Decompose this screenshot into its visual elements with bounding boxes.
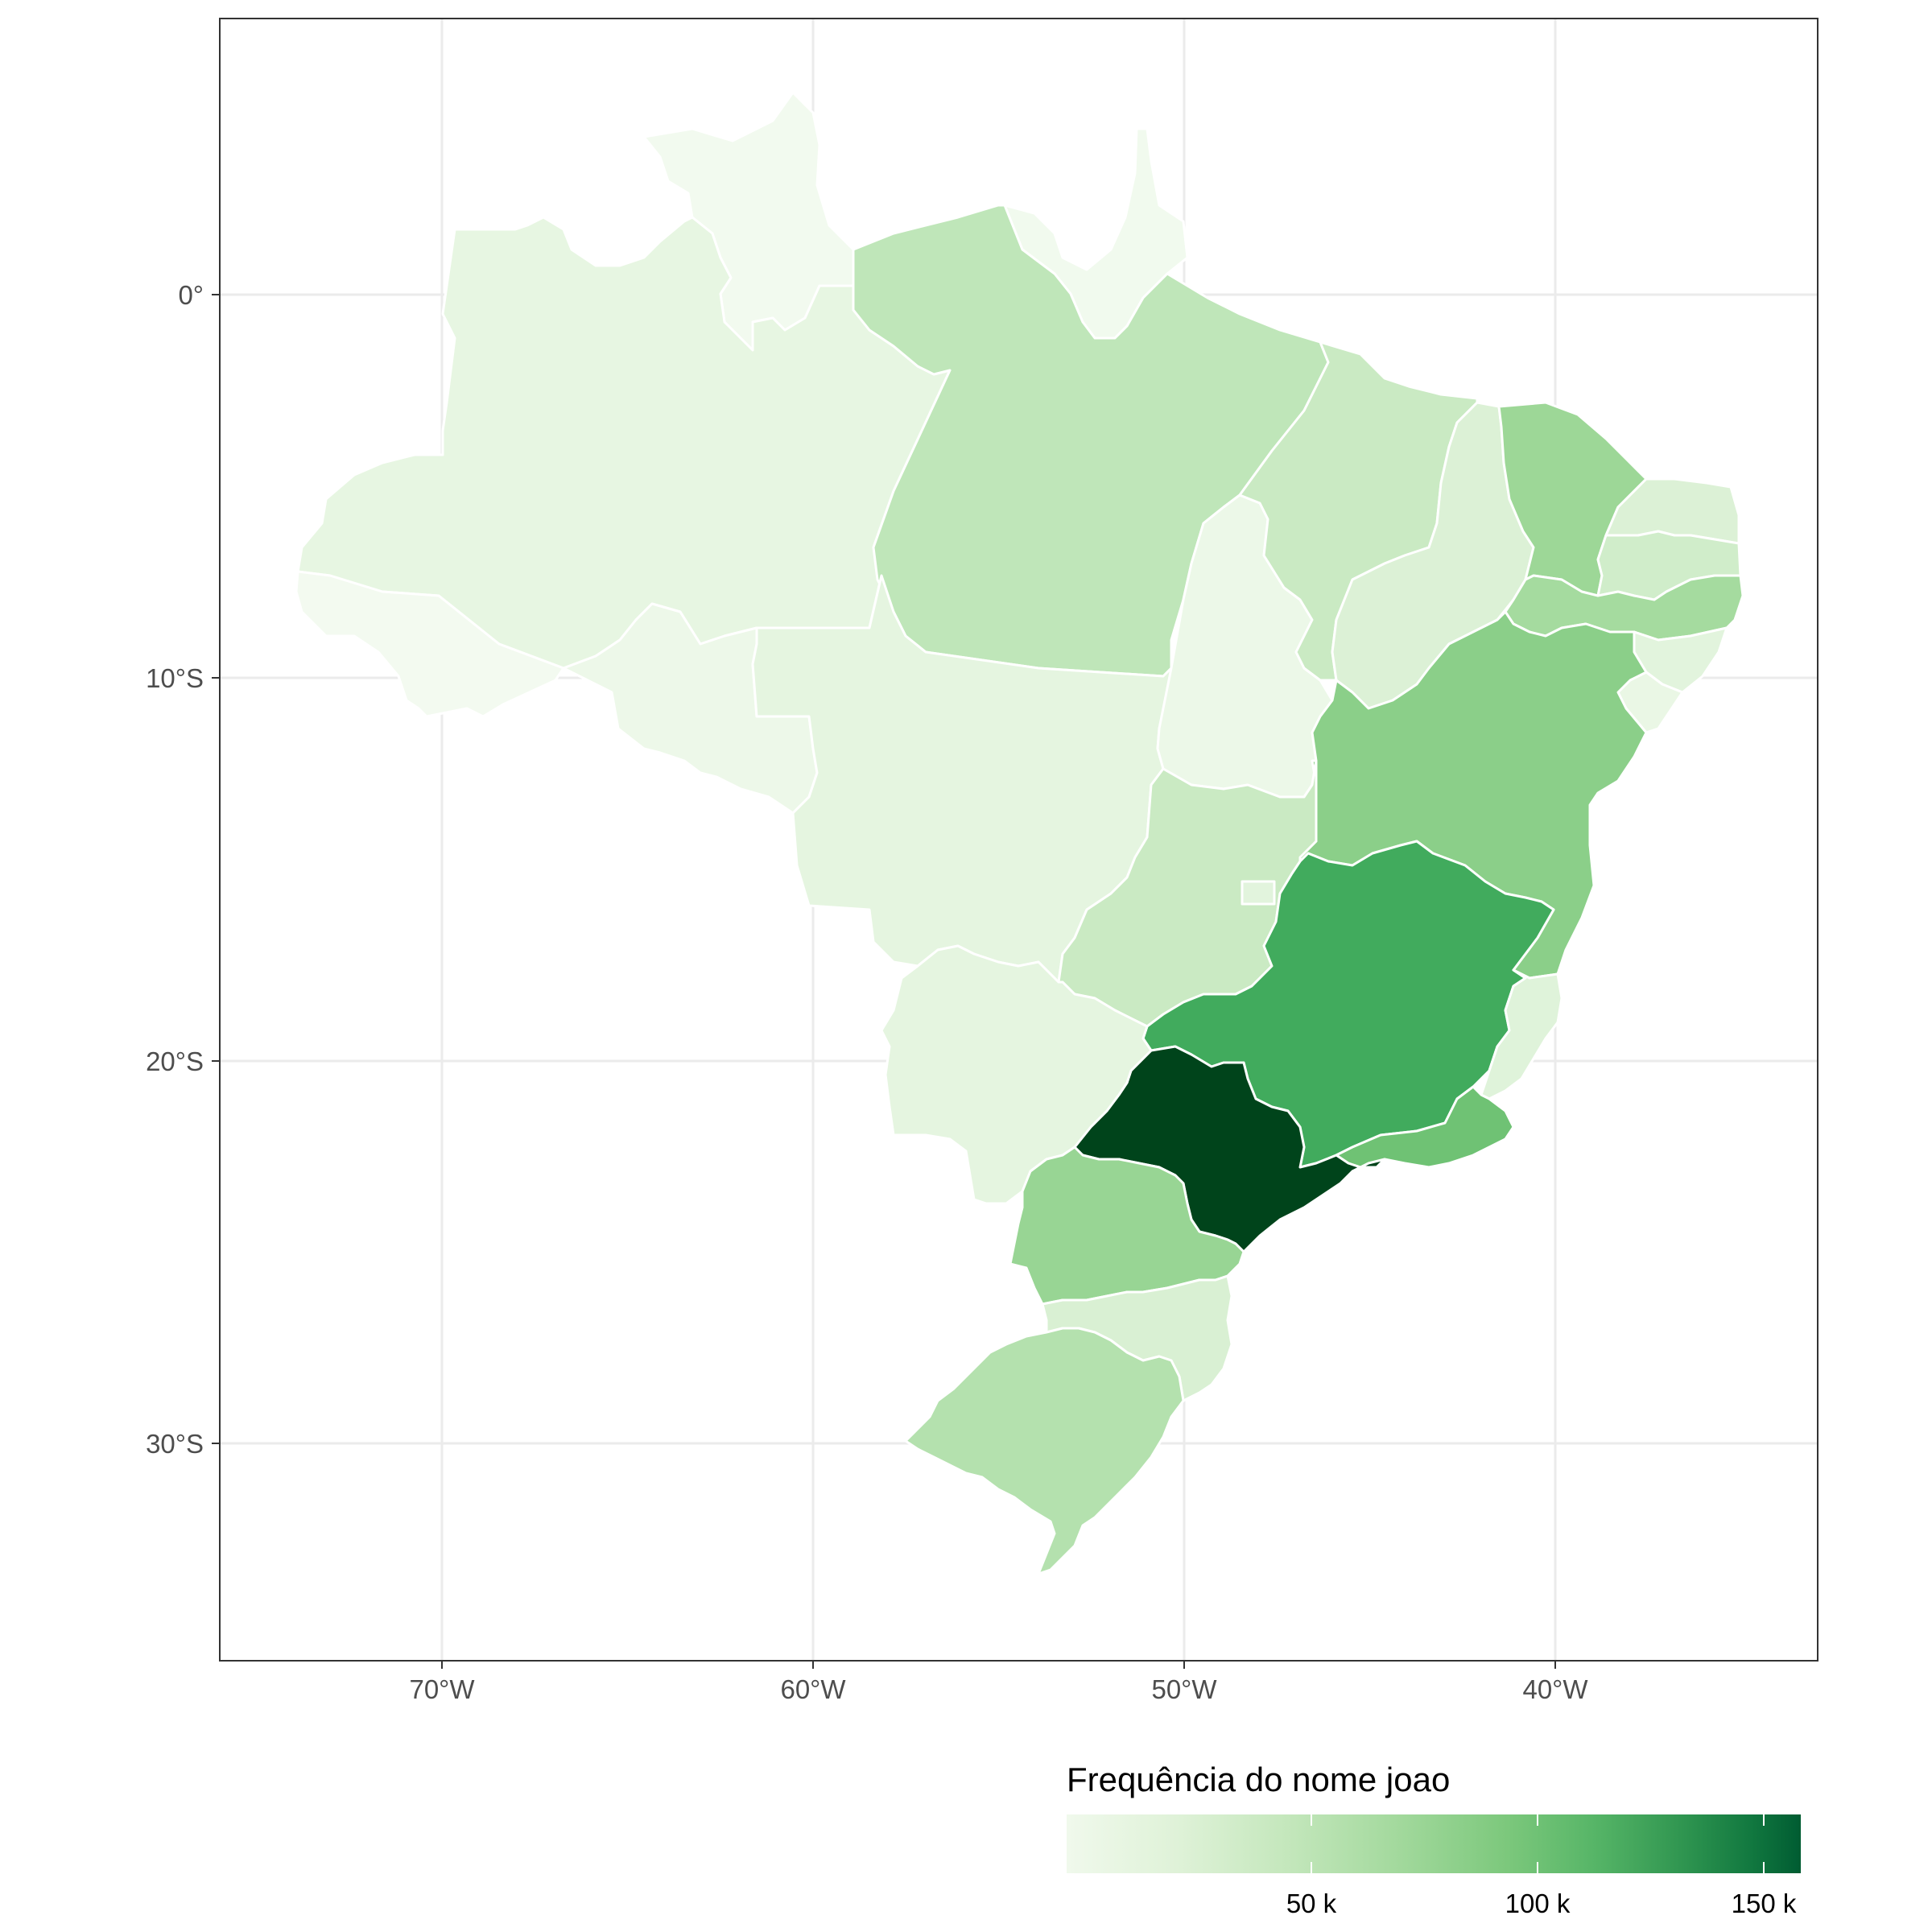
state-es <box>1480 968 1563 1100</box>
x-tick-label-60w: 60°W <box>780 1674 846 1704</box>
y-tick-label-0: 0° <box>178 280 204 310</box>
y-tick-label-30s: 30°S <box>146 1429 204 1459</box>
x-tick-label-50w: 50°W <box>1151 1674 1217 1704</box>
brazil-states <box>295 91 1744 1575</box>
legend-tick-label-50k: 50 k <box>1286 1889 1337 1918</box>
x-tick-label-70w: 70°W <box>409 1674 475 1704</box>
panel-border <box>219 18 1818 1662</box>
state-ac <box>295 570 565 718</box>
legend-tick-label-150k: 150 k <box>1732 1889 1797 1918</box>
axis-ticks <box>212 294 1556 1669</box>
state-rs <box>904 1327 1185 1575</box>
legend: Frequência do nome joao 50 k 100 k 150 k <box>1067 1761 1801 1918</box>
legend-colorbar <box>1067 1814 1801 1873</box>
legend-tick-label-100k: 100 k <box>1505 1889 1571 1918</box>
x-tick-label-40w: 40°W <box>1522 1674 1588 1704</box>
y-tick-label-10s: 10°S <box>146 663 204 693</box>
state-df <box>1241 880 1276 906</box>
state-ms <box>880 944 1153 1205</box>
legend-title: Frequência do nome joao <box>1067 1761 1450 1798</box>
y-tick-label-20s: 20°S <box>146 1046 204 1076</box>
